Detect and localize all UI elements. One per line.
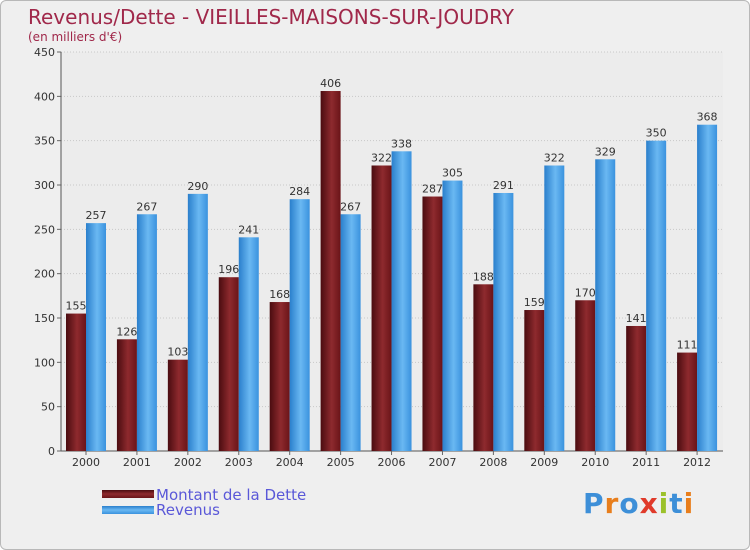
logo-letter: o — [619, 487, 640, 520]
y-tick-label: 300 — [34, 179, 55, 192]
bar-label-dette: 168 — [269, 288, 290, 301]
y-tick-label: 100 — [34, 356, 55, 369]
bar-label-dette: 159 — [524, 296, 545, 309]
y-tick-label: 450 — [34, 46, 55, 59]
proxiti-logo: Proxiti — [583, 487, 694, 520]
bar-label-dette: 322 — [371, 151, 392, 164]
x-tick-label: 2001 — [123, 456, 151, 469]
bar-label-revenus: 350 — [646, 127, 667, 140]
logo-letter: x — [639, 487, 659, 520]
bar-label-revenus: 241 — [238, 223, 259, 236]
x-tick-label: 2009 — [530, 456, 558, 469]
bar-dette — [320, 91, 341, 451]
x-tick-label: 2004 — [276, 456, 304, 469]
bar-revenus — [697, 124, 718, 451]
x-tick-label: 2005 — [327, 456, 355, 469]
bar-revenus — [595, 159, 616, 451]
bar-label-revenus: 322 — [544, 151, 565, 164]
bar-revenus — [493, 192, 514, 452]
bar-dette — [371, 165, 392, 451]
bar-revenus — [442, 180, 463, 452]
bar-revenus — [646, 140, 667, 451]
y-tick-label: 350 — [34, 135, 55, 148]
bar-label-dette: 287 — [422, 183, 443, 196]
legend-swatch-revenus — [102, 506, 154, 514]
logo-letter: r — [604, 487, 620, 520]
bar-label-dette: 406 — [320, 77, 341, 90]
x-tick-label: 2012 — [683, 456, 711, 469]
bar-label-revenus: 267 — [136, 200, 157, 213]
bar-dette — [473, 284, 494, 451]
x-tick-label: 2000 — [72, 456, 100, 469]
bar-label-dette: 126 — [116, 325, 137, 338]
bar-label-revenus: 267 — [340, 200, 361, 213]
bar-label-dette: 155 — [66, 300, 87, 313]
legend-label-dette: Montant de la Dette — [156, 486, 307, 504]
logo-letter: t — [669, 487, 684, 520]
x-tick-label: 2008 — [479, 456, 507, 469]
chart-subtitle: (en milliers d'€) — [28, 30, 123, 44]
bar-dette — [575, 300, 596, 451]
bar-dette — [116, 339, 137, 451]
bar-label-dette: 196 — [218, 263, 239, 276]
logo-letter: i — [683, 487, 695, 520]
chart-title: Revenus/Dette - VIEILLES-MAISONS-SUR-JOU… — [28, 5, 514, 29]
bar-label-revenus: 290 — [187, 180, 208, 193]
x-tick-label: 2002 — [174, 456, 202, 469]
y-tick-label: 200 — [34, 268, 55, 281]
bar-revenus — [187, 193, 208, 451]
logo-letter: P — [583, 487, 605, 520]
bar-dette — [218, 277, 239, 451]
bar-dette — [66, 313, 86, 451]
x-tick-label: 2010 — [581, 456, 609, 469]
bar-revenus — [391, 151, 412, 451]
bar-label-dette: 103 — [167, 346, 188, 359]
bar-label-revenus: 305 — [442, 167, 463, 180]
bar-revenus — [136, 214, 157, 451]
bar-label-dette: 111 — [677, 339, 698, 352]
bar-revenus — [544, 165, 565, 451]
bar-dette — [524, 310, 545, 451]
x-tick-label: 2011 — [632, 456, 660, 469]
x-tick-label: 2003 — [225, 456, 253, 469]
bar-revenus — [238, 237, 259, 451]
bar-dette — [626, 325, 647, 451]
y-tick-label: 150 — [34, 312, 55, 325]
bar-dette — [677, 352, 698, 451]
y-tick-label: 0 — [48, 445, 55, 458]
bar-label-revenus: 284 — [289, 185, 310, 198]
bar-revenus — [340, 214, 361, 451]
bar-label-dette: 141 — [626, 312, 647, 325]
bar-dette — [167, 359, 188, 451]
y-tick-label: 400 — [34, 90, 55, 103]
legend-swatch-dette — [102, 490, 154, 498]
bar-revenus — [86, 223, 106, 451]
bar-label-revenus: 338 — [391, 137, 412, 150]
bar-label-revenus: 368 — [697, 111, 718, 124]
legend-label-revenus: Revenus — [156, 501, 220, 519]
bar-label-revenus: 257 — [86, 209, 107, 222]
x-tick-label: 2006 — [378, 456, 406, 469]
bar-label-dette: 188 — [473, 270, 494, 283]
bar-dette — [269, 302, 290, 451]
bar-dette — [422, 196, 443, 451]
y-tick-label: 50 — [41, 401, 55, 414]
bar-label-revenus: 291 — [493, 179, 514, 192]
bar-revenus — [289, 199, 310, 451]
y-tick-label: 250 — [34, 223, 55, 236]
bar-label-revenus: 329 — [595, 145, 616, 158]
bar-label-dette: 170 — [575, 286, 596, 299]
x-tick-label: 2007 — [428, 456, 456, 469]
logo-letter: i — [658, 487, 670, 520]
